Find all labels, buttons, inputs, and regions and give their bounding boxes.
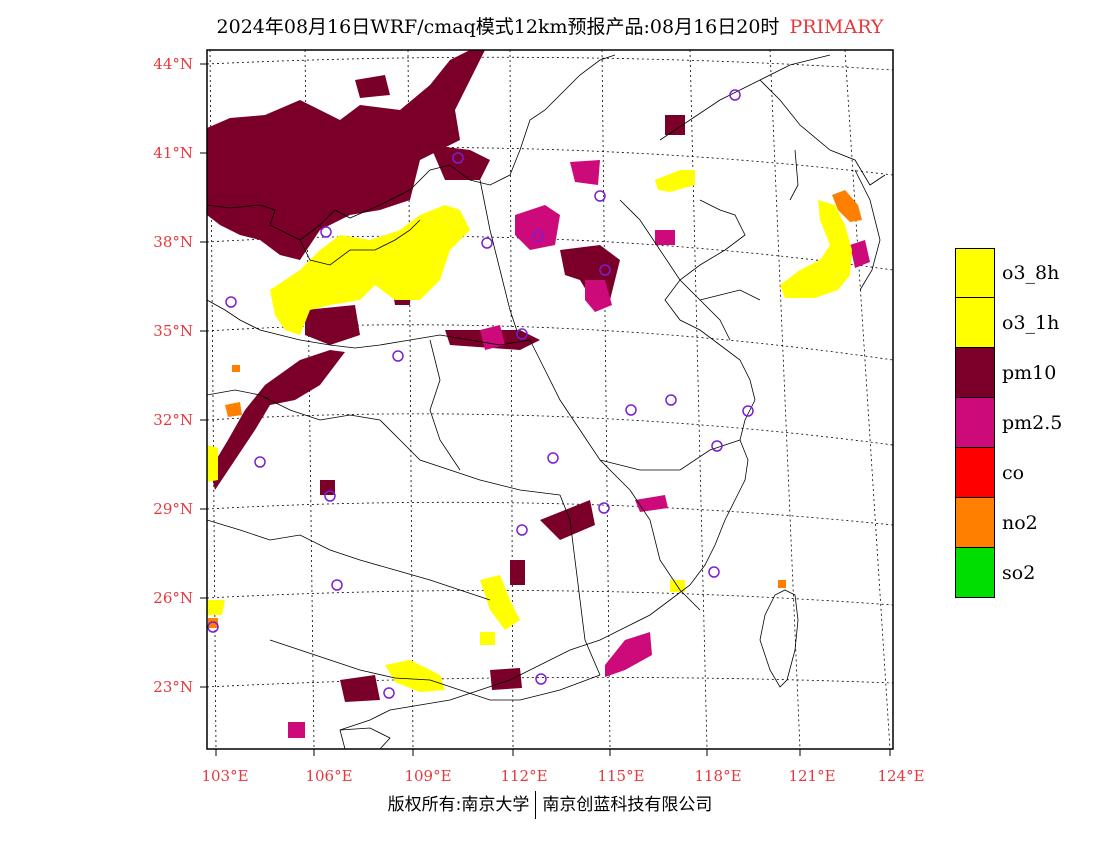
legend-swatch: [955, 248, 995, 298]
legend-swatch: [955, 548, 995, 598]
title-tag: PRIMARY: [789, 16, 884, 38]
lon-label: 112°E: [500, 767, 547, 785]
copyright-footer: 版权所有:南京大学 南京创蓝科技有限公司: [0, 790, 1100, 819]
lon-label: 106°E: [305, 767, 352, 785]
boundaries: [207, 54, 886, 749]
axis-ticks: [200, 63, 891, 756]
footer-separator: [535, 791, 537, 819]
legend-label: so2: [1002, 562, 1036, 584]
lat-label: 32°N: [153, 411, 193, 429]
copyright-left: 版权所有:南京大学: [387, 795, 530, 815]
lon-labels: 103°E 106°E 109°E 112°E 115°E 118°E 121°…: [201, 767, 924, 785]
legend-swatch: [955, 298, 995, 348]
lat-label: 35°N: [153, 322, 193, 340]
legend-label: pm2.5: [1002, 412, 1063, 434]
stations: [207, 89, 754, 699]
legend-label: no2: [1002, 512, 1038, 534]
pm10-region-north: [207, 50, 485, 260]
lon-label: 103°E: [201, 767, 248, 785]
legend-label: co: [1002, 462, 1025, 484]
lon-label: 109°E: [404, 767, 451, 785]
lat-labels: 44°N 41°N 38°N 35°N 32°N 29°N 26°N 23°N: [153, 55, 193, 696]
lon-label: 115°E: [597, 767, 644, 785]
lat-label: 29°N: [153, 500, 193, 518]
lon-label: 124°E: [877, 767, 924, 785]
legend-label: o3_8h: [1002, 262, 1060, 284]
map-frame: [206, 49, 894, 750]
legend-swatch: [955, 348, 995, 398]
lon-label: 118°E: [694, 767, 741, 785]
lat-label: 23°N: [153, 678, 193, 696]
copyright-right: 南京创蓝科技有限公司: [542, 795, 713, 815]
map-title: 2024年08月16日WRF/cmaq模式12km预报产品:08月16日20时 P…: [0, 12, 1100, 39]
lon-label: 121°E: [788, 767, 835, 785]
lat-label: 44°N: [153, 55, 193, 73]
title-main: 2024年08月16日WRF/cmaq模式12km预报产品:08月16日20时: [216, 16, 780, 38]
legend-swatch: [955, 398, 995, 448]
pollutant-layer: [207, 50, 870, 738]
lat-label: 38°N: [153, 233, 193, 251]
lat-label: 41°N: [153, 144, 193, 162]
legend-swatch: [955, 448, 995, 498]
legend-swatch: [955, 498, 995, 548]
legend-label: pm10: [1002, 362, 1057, 384]
legend-label: o3_1h: [1002, 312, 1060, 334]
lat-label: 26°N: [153, 589, 193, 607]
